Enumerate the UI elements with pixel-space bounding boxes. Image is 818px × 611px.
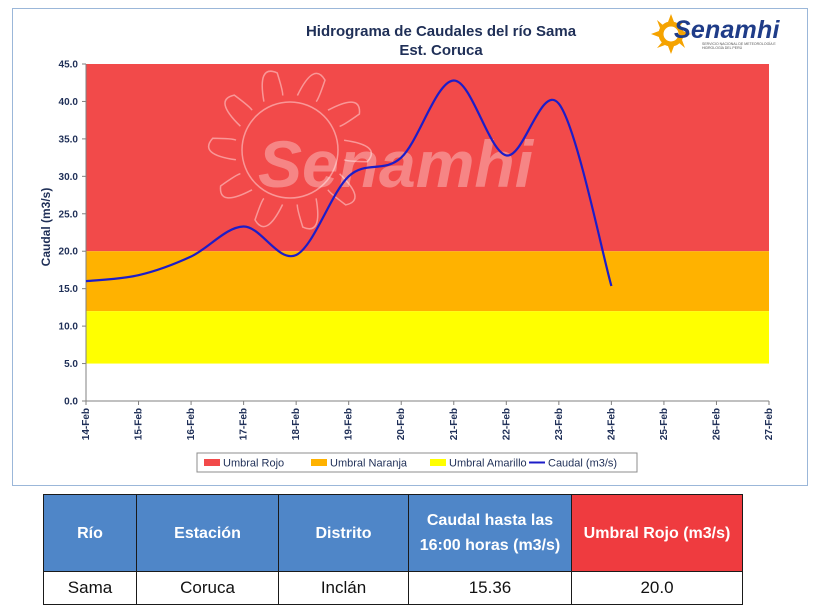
watermark-sun-ray <box>207 137 237 161</box>
y-tick-label: 0.0 <box>64 397 78 408</box>
legend-swatch <box>430 459 446 466</box>
watermark-sun-ray <box>219 173 253 199</box>
watermark-sun-ray <box>224 94 253 127</box>
watermark-sun-ray <box>327 101 361 127</box>
y-tick-label: 5.0 <box>64 359 78 370</box>
y-axis-label: Caudal (m3/s) <box>39 188 53 267</box>
watermark-text: Senamhi <box>258 127 535 201</box>
watermark-sun-ray <box>254 197 284 228</box>
x-tick-label: 25-Feb <box>659 408 670 440</box>
senamhi-sun-logo-icon <box>651 14 691 54</box>
watermark-sun-ray <box>327 173 356 206</box>
legend-label: Umbral Naranja <box>330 458 408 470</box>
x-tick-labels: 14-Feb 15-Feb 16-Feb 17-Feb 18-Feb 19-Feb 20-F… <box>81 401 775 440</box>
cell-estacion: Coruca <box>136 571 279 605</box>
table-row: Sama Coruca Inclán 15.36 20.0 <box>43 571 743 605</box>
legend-box <box>196 452 638 473</box>
legend-swatch <box>311 459 327 466</box>
header-caudal: Caudal hasta las 16:00 horas (m3/s) <box>408 494 572 572</box>
x-tick-label: 26-Feb <box>711 408 722 440</box>
chart-title: Hidrograma de Caudales del río Sama <box>305 23 577 40</box>
y-tick-label: 25.0 <box>59 209 79 220</box>
axes <box>85 64 769 402</box>
legend-swatch <box>204 459 220 466</box>
watermark-sun-ring <box>241 101 339 199</box>
cell-umbral-rojo: 20.0 <box>571 571 743 605</box>
watermark-sun-ray <box>296 198 319 230</box>
watermark-sun-ray <box>296 72 326 103</box>
x-tick-label: 22-Feb <box>501 408 512 440</box>
y-tick-label: 30.0 <box>59 172 79 183</box>
header-umbral-rojo: Umbral Rojo (m3/s) <box>571 494 743 572</box>
band-2 <box>86 311 769 364</box>
header-distrito: Distrito <box>278 494 409 572</box>
series-layer <box>85 79 613 287</box>
x-tick-label: 21-Feb <box>449 408 460 440</box>
legend-label: Umbral Amarillo <box>449 458 527 470</box>
x-tick-label: 19-Feb <box>344 408 355 440</box>
cell-rio: Sama <box>43 571 137 605</box>
watermark: Senamhi <box>207 70 535 230</box>
logo-subtext: SERVICIO NACIONAL DE METEOROLOGÍA E HIDR… <box>702 42 776 50</box>
watermark-sun-icon <box>207 70 373 230</box>
hydrograph-chart: Senamhi 0.0 5.0 10.0 15.0 20.0 25.0 30.0 35.0 40… <box>39 60 775 473</box>
x-tick-label: 18-Feb <box>291 408 302 440</box>
legend-label: Caudal (m3/s) <box>548 458 617 470</box>
header-rio: Río <box>43 494 137 572</box>
band-0 <box>86 64 769 252</box>
y-tick-labels: 0.0 5.0 10.0 15.0 20.0 25.0 30.0 35.0 40.0 45.0 <box>59 60 86 408</box>
table-header-row: Río Estación Distrito Caudal hasta las 1… <box>43 494 743 572</box>
x-tick-label: 27-Feb <box>764 408 775 440</box>
legend: Umbral Rojo Umbral Naranja Umbral Amarillo… <box>196 452 638 473</box>
cell-caudal: 15.36 <box>408 571 572 605</box>
band-1 <box>86 251 769 312</box>
chart-subtitle: Est. Coruca <box>399 42 483 59</box>
summary-table: Río Estación Distrito Caudal hasta las 1… <box>43 494 743 605</box>
cell-distrito: Inclán <box>278 571 409 605</box>
x-tick-label: 17-Feb <box>239 408 250 440</box>
legend-label: Umbral Rojo <box>223 458 284 470</box>
watermark-sun-ray <box>261 70 284 102</box>
x-tick-label: 23-Feb <box>554 408 565 440</box>
x-tick-label: 14-Feb <box>81 408 92 440</box>
x-tick-label: 24-Feb <box>606 408 617 440</box>
y-tick-label: 45.0 <box>59 60 79 71</box>
y-tick-label: 15.0 <box>59 284 79 295</box>
x-tick-label: 20-Feb <box>396 408 407 440</box>
x-tick-label: 15-Feb <box>134 408 145 440</box>
logo-text: Senamhi <box>674 16 780 44</box>
y-tick-label: 35.0 <box>59 134 79 145</box>
y-tick-label: 40.0 <box>59 97 79 108</box>
y-tick-label: 10.0 <box>59 322 79 333</box>
watermark-sun-ray <box>343 139 373 163</box>
threshold-bands <box>86 64 769 401</box>
y-tick-label: 20.0 <box>59 247 79 258</box>
header-estacion: Estación <box>136 494 279 572</box>
series-line-caudal <box>85 79 613 287</box>
x-tick-label: 16-Feb <box>186 408 197 440</box>
